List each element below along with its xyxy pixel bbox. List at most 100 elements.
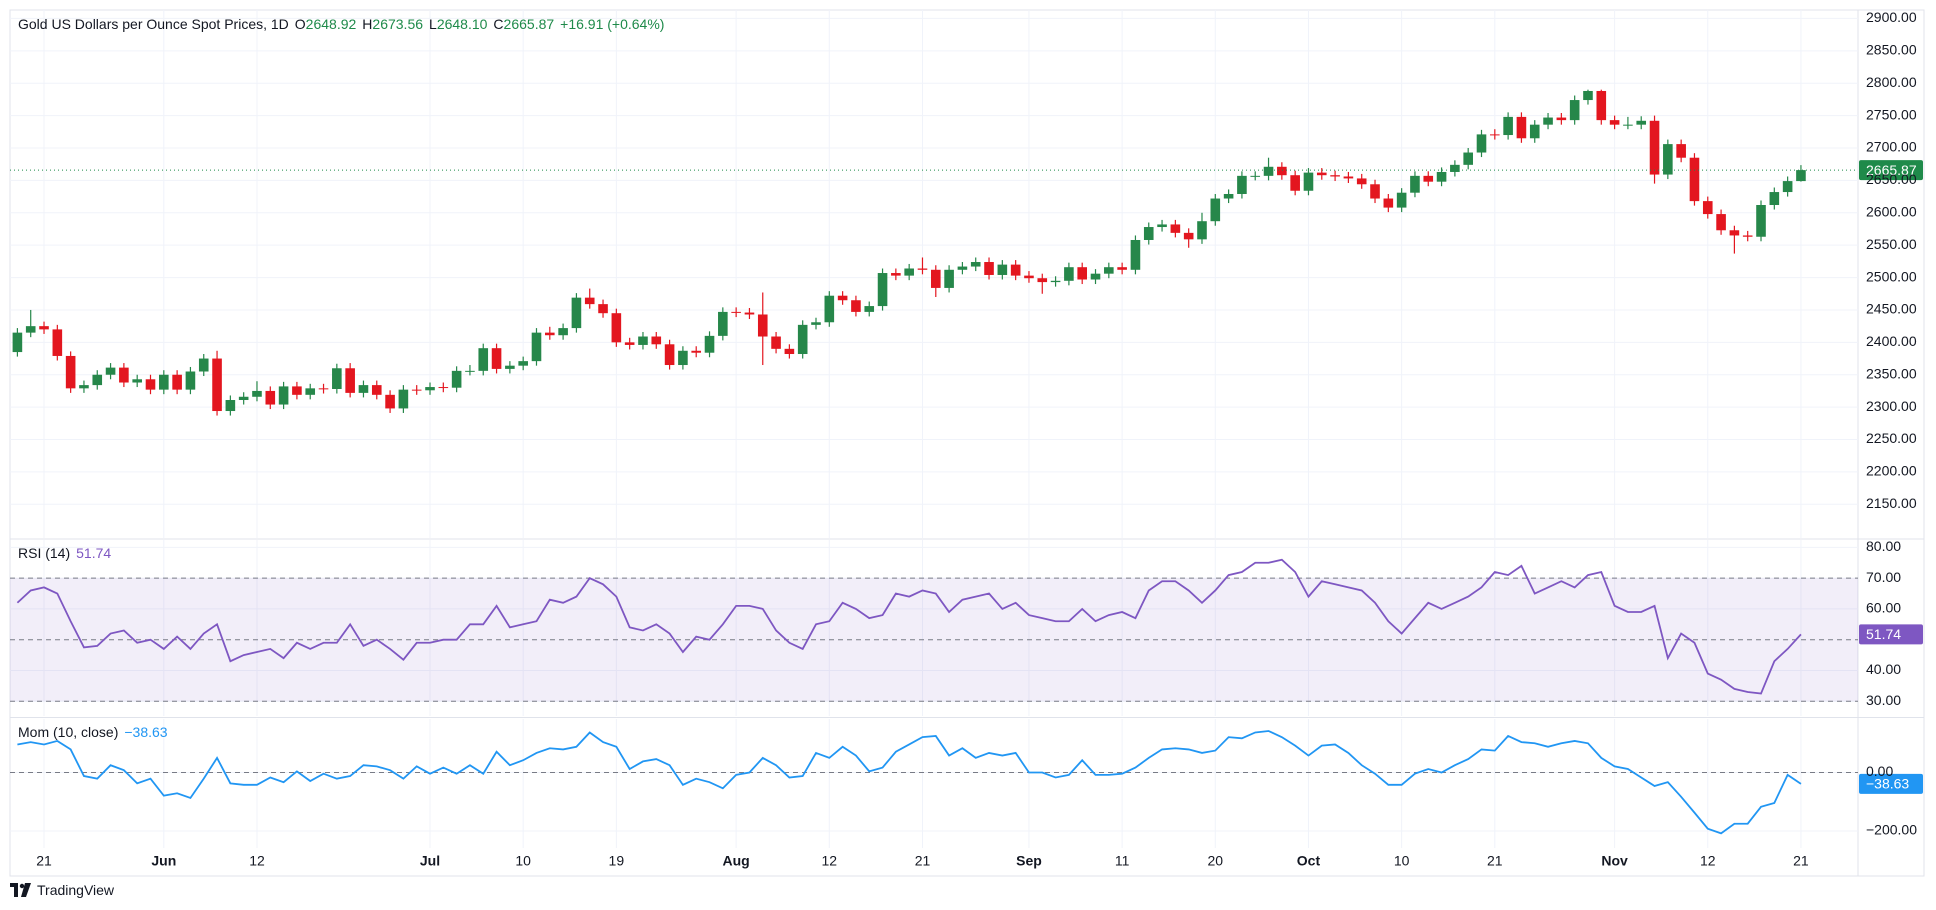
candle-body: [505, 365, 515, 369]
y-tick-label: 2600.00: [1866, 203, 1917, 219]
candle-body: [1356, 178, 1367, 185]
candle-body: [278, 386, 289, 405]
candle-body: [1223, 193, 1234, 199]
candle-body: [611, 313, 622, 343]
candle-body: [1290, 175, 1300, 191]
candle-body: [1210, 198, 1221, 222]
candle-body: [1649, 120, 1660, 175]
y-tick-label: 60.00: [1866, 600, 1901, 616]
y-tick-label: 2150.00: [1866, 495, 1917, 511]
candle-body: [212, 358, 222, 412]
candle-body: [451, 370, 462, 388]
candle-body: [771, 336, 781, 349]
mark-layer: [10, 89, 1858, 835]
price-change: +16.91 (+0.64%): [560, 16, 665, 32]
candle-body: [318, 388, 329, 390]
candle-body: [1370, 184, 1380, 199]
candle-body: [25, 326, 36, 333]
candle-body: [864, 306, 875, 312]
ohlc-item: H2673.56: [362, 16, 423, 32]
candle-body: [1330, 175, 1340, 177]
candle-body: [252, 390, 262, 397]
candle-body: [92, 374, 103, 386]
candle-body: [132, 379, 142, 383]
candle-body: [1742, 235, 1753, 237]
candle-body: [1436, 171, 1447, 182]
candle-body: [957, 266, 968, 270]
candle-body: [1117, 267, 1127, 270]
x-tick-label: 21: [36, 853, 52, 869]
candle-body: [1130, 239, 1141, 270]
candle-body: [704, 335, 715, 353]
last-value-label: 51.74: [1866, 626, 1901, 642]
mom-title: Mom (10, close): [18, 724, 119, 740]
y-tick-label: 2650.00: [1866, 171, 1917, 187]
candle-body: [1316, 172, 1327, 176]
candle-body: [1303, 172, 1314, 191]
x-tick-label: 21: [1487, 853, 1503, 869]
candle-body: [678, 350, 688, 366]
candle-body: [638, 336, 648, 345]
candle-body: [1143, 227, 1154, 240]
ohlc-key: O: [294, 16, 306, 32]
candle-body: [930, 269, 941, 288]
y-tick-label: 2500.00: [1866, 268, 1917, 284]
y-tick-label: −200.00: [1866, 822, 1917, 838]
candle-body: [119, 367, 129, 383]
candle-body: [651, 336, 662, 345]
candle-body: [757, 314, 768, 337]
y-tick-label: 2400.00: [1866, 333, 1917, 349]
grid-layer: [10, 10, 1858, 848]
candle-body: [238, 396, 249, 401]
candle-body: [1157, 224, 1167, 228]
last-value-tag: [1859, 624, 1923, 645]
candle-body: [225, 400, 236, 412]
candle-body: [265, 390, 276, 405]
candle-body: [558, 328, 568, 336]
x-tick-label: Jun: [151, 853, 176, 869]
x-tick-label: 10: [1394, 853, 1410, 869]
x-tick-label: 11: [1115, 853, 1130, 869]
candle-body: [198, 358, 209, 372]
candle-body: [1490, 134, 1500, 136]
candle-body: [1676, 144, 1686, 158]
candle-body: [1463, 152, 1473, 165]
mom-legend: Mom (10, close) −38.63: [18, 724, 168, 740]
candle-body: [1609, 120, 1620, 125]
candle-body: [185, 371, 196, 390]
candle-body: [39, 326, 49, 330]
x-tick-label: Sep: [1016, 853, 1042, 869]
candle-body: [305, 388, 316, 395]
y-tick-label: 2450.00: [1866, 301, 1917, 317]
candle-body: [1423, 175, 1434, 182]
candle-body: [571, 297, 582, 329]
ohlc-key: C: [493, 16, 504, 32]
candle-body: [664, 344, 675, 366]
candle-body: [1450, 164, 1460, 172]
candle-body: [518, 361, 528, 366]
candle-body: [438, 387, 449, 389]
x-tick-label: Oct: [1297, 853, 1321, 869]
candle-body: [1050, 280, 1061, 283]
candle-body: [691, 350, 702, 353]
candle-body: [1250, 175, 1261, 177]
candle-body: [1410, 175, 1420, 193]
rsi-value: 51.74: [76, 545, 112, 561]
rsi-title: RSI (14): [18, 545, 71, 561]
candle-body: [904, 268, 914, 276]
last-value-tag: [1859, 160, 1923, 181]
candle-body: [1343, 176, 1354, 179]
brand-logo: [10, 883, 31, 897]
candle-body: [1037, 278, 1048, 283]
y-tick-label: 80.00: [1866, 538, 1901, 554]
candle-body: [1769, 192, 1780, 206]
candle-body: [891, 273, 901, 276]
y-tick-label: 2350.00: [1866, 365, 1917, 381]
candle-body: [944, 269, 954, 288]
candle-body: [1782, 181, 1793, 193]
candle-body: [997, 264, 1008, 275]
chart-frame: [9, 9, 1925, 877]
y-tick-label: 30.00: [1866, 692, 1901, 708]
y-tick-label: 2700.00: [1866, 139, 1917, 155]
